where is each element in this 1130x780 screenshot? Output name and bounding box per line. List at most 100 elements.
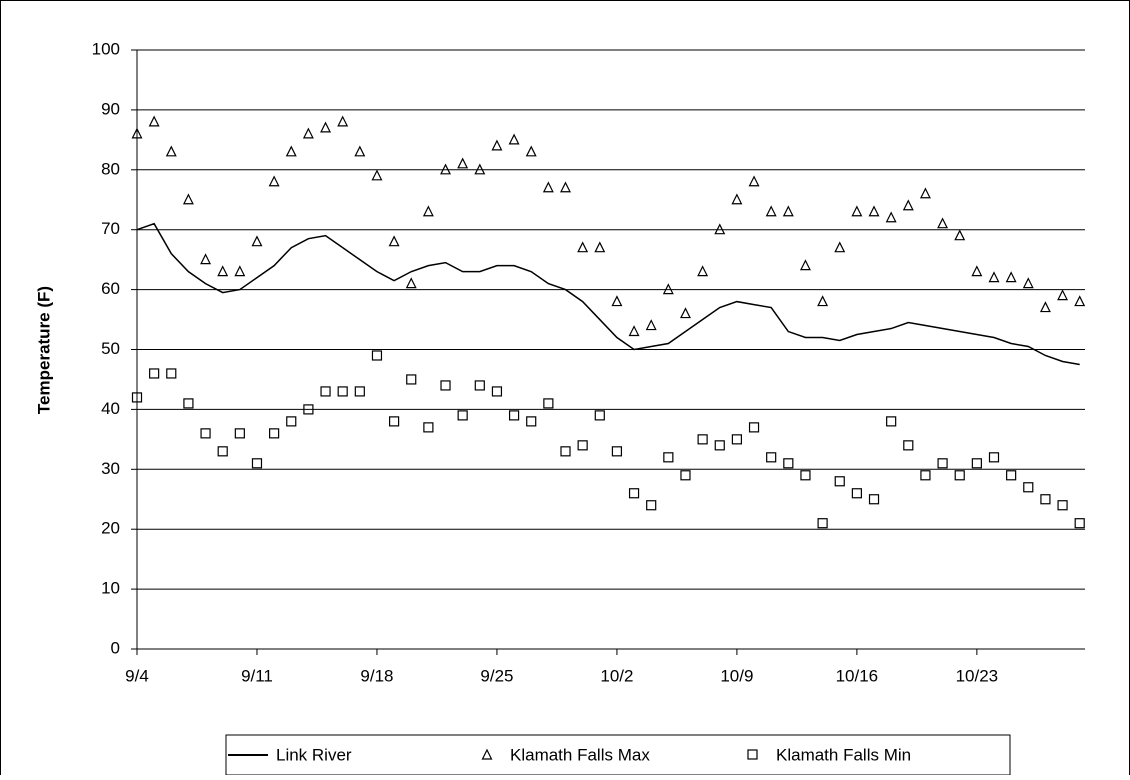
legend-label: Klamath Falls Max [510, 745, 650, 764]
point [131, 392, 143, 403]
point [354, 386, 365, 397]
point [1074, 518, 1085, 529]
legend-label: Klamath Falls Min [776, 745, 911, 764]
line [136, 222, 1080, 366]
point [525, 145, 537, 157]
y-tick-label: 70 [101, 219, 120, 238]
point [422, 205, 434, 217]
point [988, 271, 1000, 283]
point [765, 205, 777, 217]
point [645, 319, 657, 331]
point [886, 416, 897, 427]
point [1005, 271, 1017, 283]
point [988, 452, 1000, 463]
x-tick-label: 10/9 [720, 666, 753, 685]
point [1023, 482, 1034, 493]
x-tick-label: 10/23 [956, 666, 999, 685]
point [662, 283, 674, 295]
y-tick-label: 10 [101, 579, 120, 598]
point [423, 422, 434, 433]
point [1039, 301, 1051, 313]
point [748, 175, 760, 187]
point [611, 446, 623, 457]
point [474, 163, 486, 175]
point [714, 223, 726, 235]
point [389, 416, 400, 427]
point [457, 157, 469, 169]
point [646, 500, 657, 511]
point [251, 235, 263, 247]
point [131, 127, 143, 139]
point [1022, 277, 1034, 289]
point [680, 307, 691, 319]
x-tick-label: 10/16 [836, 666, 879, 685]
y-tick-label: 100 [92, 39, 120, 58]
point [148, 115, 160, 127]
x-tick-label: 10/2 [600, 666, 633, 685]
y-tick-label: 60 [101, 279, 120, 298]
point [594, 410, 605, 421]
y-tick-label: 40 [101, 399, 120, 418]
point [371, 350, 383, 361]
point [971, 458, 982, 469]
point [182, 193, 194, 205]
point [868, 494, 880, 505]
point [337, 115, 349, 127]
point [663, 452, 674, 463]
y-tick-label: 90 [101, 99, 120, 118]
point [611, 295, 623, 307]
point [937, 217, 949, 229]
point [491, 386, 503, 397]
point [406, 374, 417, 385]
point [766, 452, 777, 463]
point [405, 277, 417, 289]
point [371, 169, 383, 181]
y-tick-label: 50 [101, 339, 120, 358]
point [903, 440, 914, 451]
point [217, 265, 229, 277]
point [560, 181, 571, 193]
point [851, 205, 863, 217]
x-tick-label: 9/11 [241, 666, 273, 685]
point [817, 295, 829, 307]
y-tick-label: 80 [101, 159, 120, 178]
point [920, 470, 931, 481]
point [474, 380, 485, 391]
point [251, 458, 263, 469]
point [577, 241, 589, 253]
y-tick-label: 20 [101, 519, 120, 538]
point [491, 139, 503, 151]
point [286, 416, 297, 427]
point [782, 205, 794, 217]
point [526, 416, 537, 427]
point [1057, 500, 1068, 511]
legend-swatch [481, 748, 493, 760]
point [285, 145, 297, 157]
point [1006, 470, 1017, 481]
y-tick-label: 30 [101, 459, 120, 478]
point [628, 488, 640, 499]
x-tick-label: 9/4 [125, 666, 149, 685]
point [440, 163, 451, 175]
point [1057, 289, 1069, 301]
point [200, 253, 212, 265]
point [817, 518, 828, 529]
point [303, 404, 314, 415]
point [320, 386, 331, 397]
point [268, 175, 280, 187]
point [731, 434, 743, 445]
point [834, 241, 846, 253]
point [851, 488, 862, 499]
point [508, 133, 520, 145]
point [200, 428, 211, 439]
point [731, 193, 743, 205]
legend-swatch [747, 749, 758, 760]
point [885, 211, 897, 223]
point [457, 410, 468, 421]
point [577, 440, 588, 451]
point [697, 434, 708, 445]
point [971, 265, 983, 277]
point [594, 241, 606, 253]
point [354, 145, 366, 157]
y-tick-label: 0 [111, 638, 120, 657]
